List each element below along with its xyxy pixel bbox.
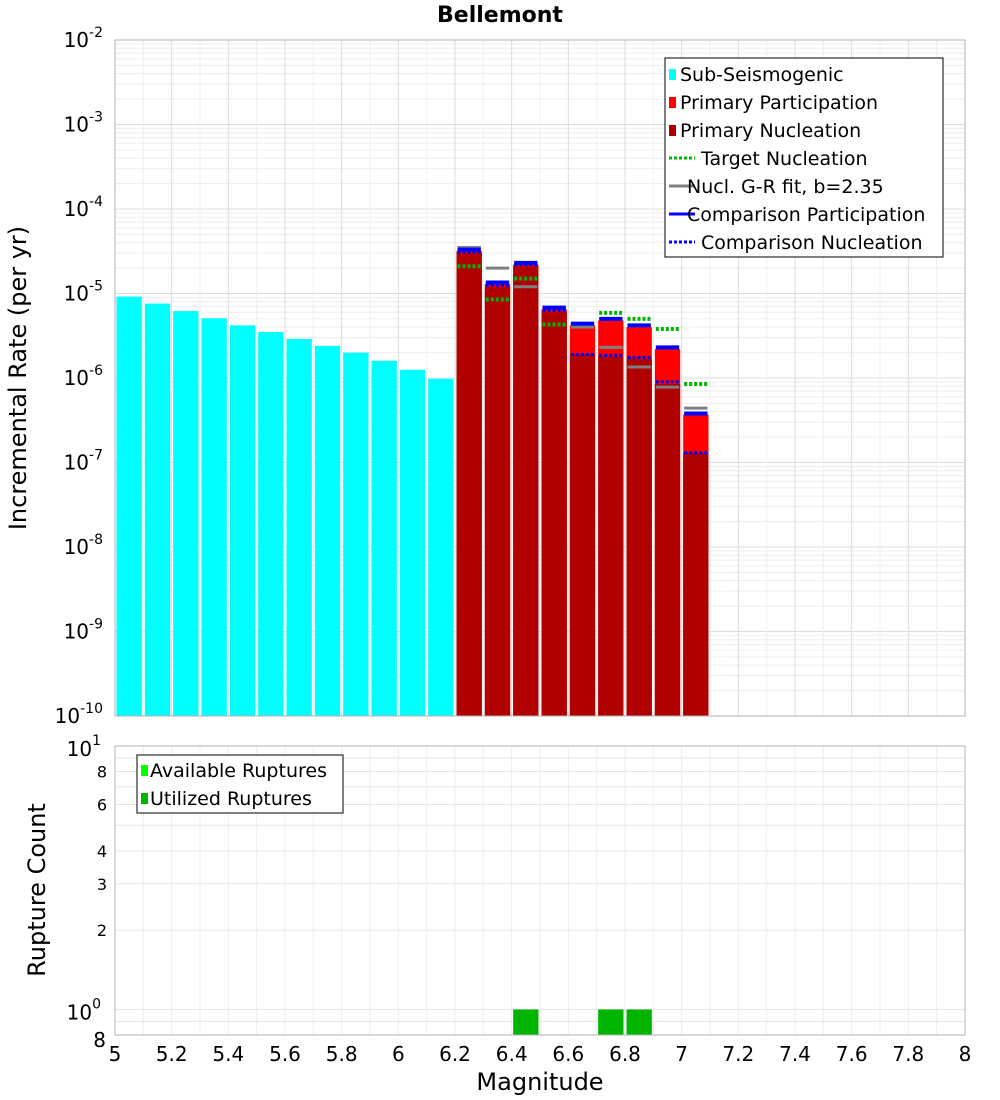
- top-legend: Sub-Seismogenic Primary Participation Prim…: [664, 57, 944, 258]
- bottom-y-minor-tick-label: 2: [97, 921, 107, 940]
- legend-label: Comparison Nucleation: [701, 232, 923, 254]
- legend-label: Primary Participation: [680, 92, 878, 114]
- top-plot-border: [114, 39, 966, 717]
- legend-label: Comparison Participation: [687, 204, 925, 226]
- legend-label: Nucl. G-R fit, b=2.35: [687, 176, 884, 198]
- x-tick-label: 7.4: [779, 1042, 811, 1066]
- x-tick-label: 7: [675, 1042, 688, 1066]
- x-tick-label: 6.2: [439, 1042, 471, 1066]
- legend-swatch: [669, 69, 676, 80]
- legend-swatch: [669, 97, 676, 108]
- top-y-tick-label: 10-10: [55, 701, 103, 728]
- sub-seismogenic-bar: [343, 352, 369, 716]
- x-tick-label: 7.6: [836, 1042, 868, 1066]
- sub-seismogenic-bar: [144, 303, 171, 716]
- legend-label: Target Nucleation: [700, 148, 868, 170]
- legend-label: Available Ruptures: [150, 760, 327, 782]
- top-legend-box: [664, 57, 944, 258]
- top-y-tick-label: 10-3: [64, 110, 103, 137]
- legend-label: Primary Nucleation: [680, 120, 861, 142]
- primary-nucleation-bar: [541, 312, 567, 716]
- bottom-legend: Available Ruptures Utilized Ruptures: [136, 754, 344, 814]
- bottom-y-minor-tick-label: 6: [97, 795, 107, 814]
- top-y-tick-label: 10-9: [64, 617, 103, 644]
- sub-seismogenic-bar: [286, 338, 312, 716]
- sub-seismogenic-bar: [229, 325, 256, 716]
- bottom-y-major-tick-label: 100: [67, 996, 101, 1024]
- top-y-axis-label: Incremental Rate (per yr): [4, 226, 32, 530]
- top-y-tick-label: 10-8: [64, 532, 103, 559]
- sub-seismogenic-bar: [428, 378, 454, 716]
- x-tick-label: 5.6: [269, 1042, 301, 1066]
- x-tick-label: 5.2: [156, 1042, 188, 1066]
- bottom-y-axis-label: Rupture Count: [23, 803, 51, 977]
- x-tick-label: 5.4: [212, 1042, 244, 1066]
- sub-seismogenic-bar: [116, 296, 142, 716]
- legend-label: Sub-Seismogenic: [680, 64, 844, 86]
- utilized-ruptures-bar: [513, 1009, 539, 1035]
- sub-seismogenic-bar: [201, 318, 227, 716]
- utilized-ruptures-bar: [626, 1009, 652, 1035]
- bottom-y-minor-tick-label: 8: [97, 763, 107, 782]
- top-y-tick-label: 10-4: [64, 194, 104, 221]
- sub-seismogenic-bar: [371, 360, 397, 716]
- legend-label: Utilized Ruptures: [150, 788, 312, 810]
- chart-title: Bellemont: [437, 3, 563, 28]
- primary-nucleation-bar: [456, 253, 482, 716]
- primary-nucleation-bar: [626, 358, 652, 716]
- x-tick-label: 6.8: [609, 1042, 641, 1066]
- legend-swatch: [141, 793, 148, 804]
- primary-nucleation-bar: [513, 266, 539, 716]
- primary-nucleation-bar: [683, 452, 709, 716]
- top-y-tick-label: 10-6: [64, 363, 104, 390]
- primary-nucleation-bar: [654, 383, 681, 716]
- x-tick-label: 7.8: [892, 1042, 924, 1066]
- bottom-legend-box: [136, 754, 344, 814]
- primary-nucleation-bar: [598, 356, 624, 716]
- sub-seismogenic-bar: [314, 345, 341, 716]
- x-tick-label: 5.8: [326, 1042, 358, 1066]
- sub-seismogenic-bar: [173, 311, 199, 716]
- sub-seismogenic-bar: [399, 369, 426, 716]
- utilized-ruptures-bar: [598, 1009, 624, 1035]
- sub-seismogenic-bar: [258, 332, 284, 716]
- bottom-plot-border: [114, 745, 966, 1036]
- x-tick-label: 6: [392, 1042, 405, 1066]
- x-tick-label: 8: [959, 1042, 972, 1066]
- x-tick-label: 6.6: [552, 1042, 584, 1066]
- bottom-y-minor-tick-label: 3: [97, 875, 107, 894]
- primary-nucleation-bar: [569, 354, 596, 716]
- bottom-y-major-tick-label: 101: [67, 733, 101, 761]
- top-y-tick-label: 10-2: [64, 25, 103, 52]
- x-tick-label: 6.4: [496, 1042, 528, 1066]
- legend-swatch: [669, 125, 676, 136]
- x-axis-label: Magnitude: [476, 1068, 603, 1096]
- top-y-tick-label: 10-5: [64, 279, 103, 306]
- primary-nucleation-bar: [484, 286, 511, 716]
- x-tick-label: 7.2: [722, 1042, 754, 1066]
- top-y-tick-label: 10-7: [64, 448, 103, 475]
- legend-swatch: [141, 765, 148, 776]
- bottom-y-minor-tick-label: 4: [97, 842, 107, 861]
- x-tick-label: 5: [109, 1042, 122, 1066]
- bottom-y-bottom-tick-label: 8: [93, 1028, 106, 1052]
